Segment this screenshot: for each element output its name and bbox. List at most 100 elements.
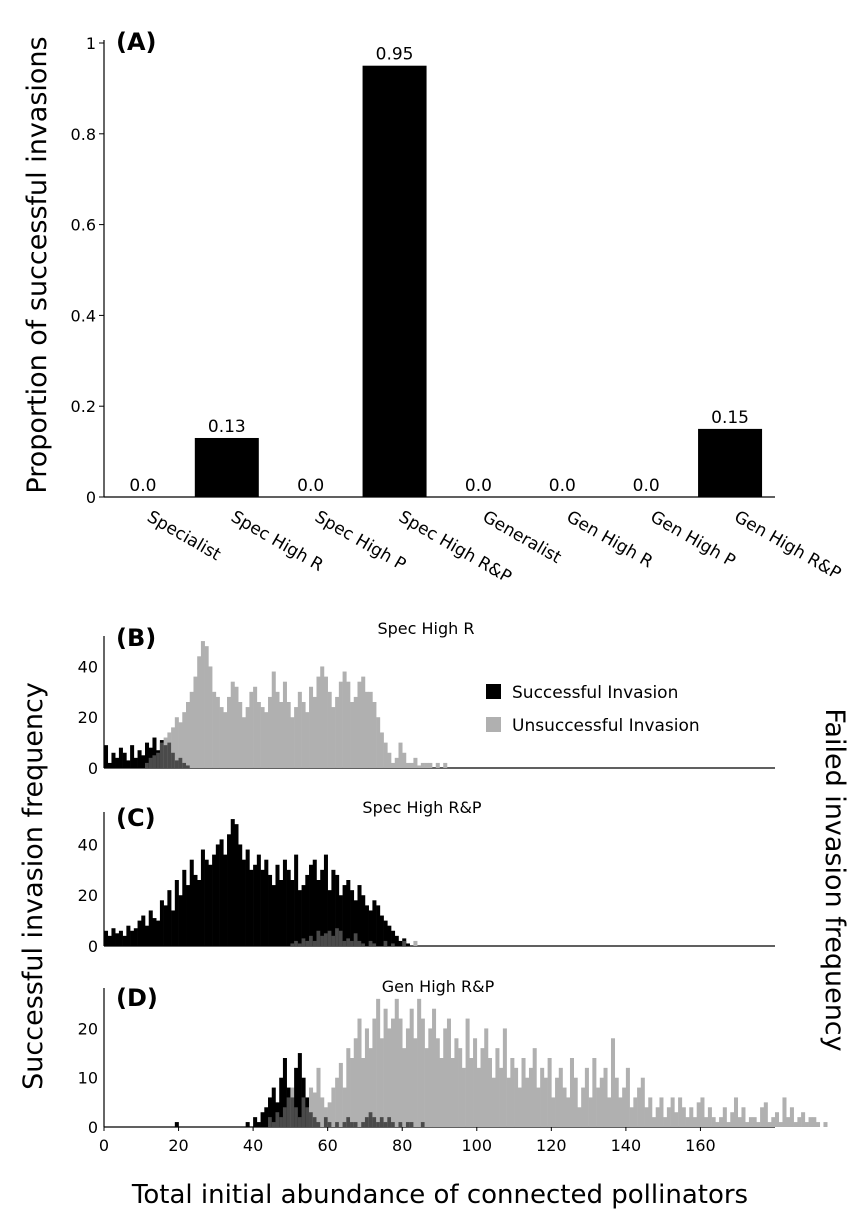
histogram-overlap-bar xyxy=(405,1122,410,1127)
histogram-overlap-bar xyxy=(182,762,187,768)
histogram-bar xyxy=(227,696,232,768)
histogram-bar xyxy=(361,676,366,768)
histogram-bar xyxy=(357,885,362,946)
histogram-bar xyxy=(271,671,276,768)
histogram-bar xyxy=(670,1097,675,1127)
histogram-bar xyxy=(327,691,332,768)
histogram-bar xyxy=(130,745,135,768)
histogram-bar xyxy=(476,1067,481,1127)
histogram-bar xyxy=(152,918,157,946)
histogram-bar xyxy=(443,1028,448,1127)
histogram-bar xyxy=(789,1107,794,1127)
legend-label-successful: Successful Invasion xyxy=(512,683,678,703)
histogram-bar xyxy=(659,1097,664,1127)
histogram-bar xyxy=(733,1097,739,1127)
histogram-bar xyxy=(133,757,138,768)
histogram-bar xyxy=(350,702,355,768)
histogram-overlap-bar xyxy=(305,1107,310,1127)
histogram-overlap-bar xyxy=(335,1122,340,1127)
value-label-specialist: 0.0 xyxy=(129,476,156,496)
panel-a-y-tick-label: 0.8 xyxy=(71,125,96,144)
histogram-bar xyxy=(223,854,228,946)
histogram-overlap-bar xyxy=(372,943,377,946)
legend-swatch-unsuccessful xyxy=(486,717,501,732)
category-label-gen-high-randp: Gen High R&P xyxy=(731,507,845,584)
histogram-bar xyxy=(469,1058,474,1127)
value-label-spec-high-r: 0.13 xyxy=(208,417,246,437)
histogram-bar xyxy=(234,824,239,946)
histogram-overlap-bar xyxy=(145,762,150,768)
histogram-bar xyxy=(588,1097,593,1127)
histogram-bar xyxy=(420,762,425,768)
histogram-bar xyxy=(301,885,306,946)
panel-b: (B) Spec High R 0 20 40 Successful Invasio… xyxy=(78,619,775,778)
histogram-bar xyxy=(189,691,194,768)
histogram-bar xyxy=(361,895,366,946)
histogram-overlap-bar xyxy=(420,1122,425,1127)
histogram-bar xyxy=(741,1107,746,1127)
histogram-bar xyxy=(603,1067,608,1127)
histogram-bar xyxy=(372,1018,377,1127)
histogram-overlap-bar xyxy=(159,742,164,768)
panel-a-y-tick-label: 0 xyxy=(86,488,96,507)
histogram-bar xyxy=(350,1058,355,1127)
histogram-bar xyxy=(424,762,429,768)
histogram-bar xyxy=(148,910,153,946)
histogram-overlap-bar xyxy=(357,940,362,946)
histogram-bar xyxy=(200,641,205,768)
histogram-bar xyxy=(726,1122,731,1127)
histogram-bar xyxy=(599,1077,604,1127)
histogram-bar xyxy=(797,1117,802,1127)
category-label-specialist: Specialist xyxy=(144,507,225,565)
histogram-bar xyxy=(219,707,224,768)
histogram-bar xyxy=(394,757,399,768)
histogram-bar xyxy=(577,1107,582,1127)
histogram-overlap-bar xyxy=(309,1112,314,1127)
histogram-bar xyxy=(245,849,250,946)
histogram-overlap-bar xyxy=(156,752,161,768)
histogram-bar xyxy=(271,885,276,946)
histogram-bar xyxy=(364,1028,369,1127)
panel-a-y-tick-label: 1 xyxy=(86,34,96,53)
histogram-bar xyxy=(245,1122,250,1127)
histogram-bar xyxy=(771,1117,776,1127)
histogram-bar xyxy=(394,998,399,1127)
histogram-bar xyxy=(104,930,109,946)
histogram-bar xyxy=(596,1087,601,1127)
value-label-gen-high-r: 0.0 xyxy=(549,476,576,496)
histogram-bar xyxy=(745,1122,750,1127)
histogram-bar xyxy=(704,1117,709,1127)
histogram-bar xyxy=(159,900,164,946)
histogram-bar xyxy=(223,712,228,768)
histogram-bar xyxy=(417,765,422,768)
histogram-bar xyxy=(760,1107,765,1127)
histogram-bar xyxy=(107,935,112,946)
histogram-bar xyxy=(253,864,258,946)
histogram-overlap-bar xyxy=(353,1122,358,1127)
value-label-gen-high-p: 0.0 xyxy=(633,476,660,496)
histogram-bar xyxy=(208,666,213,768)
histogram-bar xyxy=(197,880,202,946)
histogram-overlap-bar xyxy=(331,935,336,946)
histogram-bar xyxy=(230,819,235,946)
histogram-bar xyxy=(435,1038,440,1127)
histogram-bar xyxy=(506,1077,511,1127)
histogram-bar xyxy=(364,905,369,946)
histogram-overlap-bar xyxy=(279,1117,284,1127)
histogram-bar xyxy=(227,834,232,946)
histogram-bar xyxy=(309,686,314,768)
histogram-overlap-bar xyxy=(297,1117,302,1127)
histogram-bar xyxy=(264,1107,269,1127)
histogram-bar xyxy=(376,905,381,946)
histogram-bar xyxy=(566,1097,571,1127)
histogram-bar xyxy=(297,890,302,946)
histogram-bar xyxy=(432,1008,437,1127)
histogram-bar xyxy=(491,1077,496,1127)
histogram-bar xyxy=(178,722,183,768)
histogram-bar xyxy=(305,874,310,946)
histogram-bar xyxy=(122,752,127,768)
histogram-bar xyxy=(502,1028,507,1127)
histogram-bar xyxy=(532,1048,537,1127)
histogram-bar xyxy=(338,681,343,768)
